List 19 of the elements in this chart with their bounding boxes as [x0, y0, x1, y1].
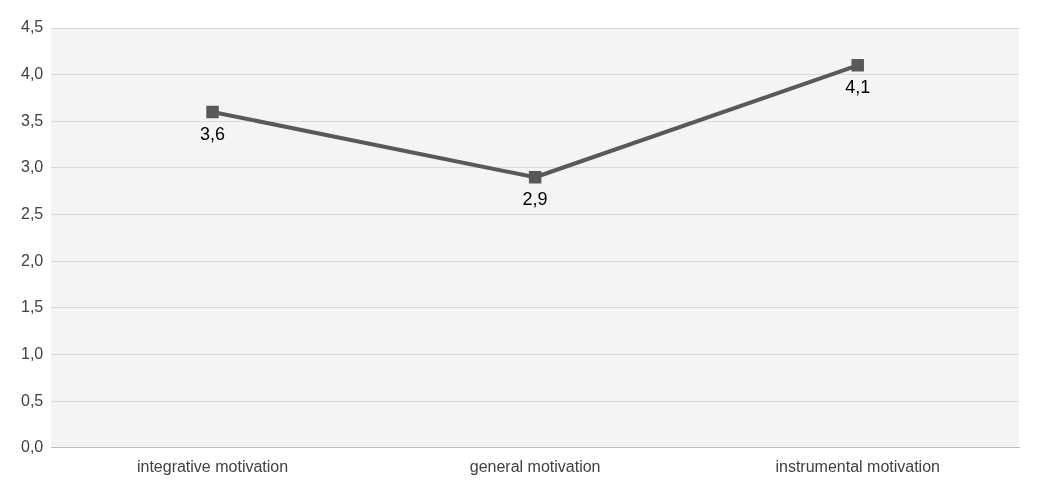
y-tick-label: 0,5: [20, 391, 44, 409]
y-tick-label: 2,0: [20, 251, 44, 269]
y-tick-label: 2,5: [20, 204, 44, 222]
y-tick-label: 3,5: [20, 111, 44, 129]
point: [206, 105, 219, 119]
y-tick-label: 0,0: [20, 438, 44, 456]
y-tick-label: 3,0: [20, 158, 44, 176]
y-tick-label: 1,5: [20, 298, 44, 316]
point: [528, 171, 542, 184]
y-tick-label: 1,0: [20, 344, 44, 362]
data-label: 2,9: [522, 189, 548, 210]
x-tick-label: integrative motivation: [136, 457, 289, 475]
data-label: 3,6: [200, 123, 226, 144]
x-tick-label: instrumental motivation: [775, 457, 940, 475]
data-label: 4,1: [845, 77, 871, 98]
y-tick-label: 4,0: [20, 65, 44, 83]
y-tick-label: 4,5: [20, 18, 44, 36]
point: [851, 59, 864, 72]
x-tick-label: general motivation: [469, 457, 601, 475]
